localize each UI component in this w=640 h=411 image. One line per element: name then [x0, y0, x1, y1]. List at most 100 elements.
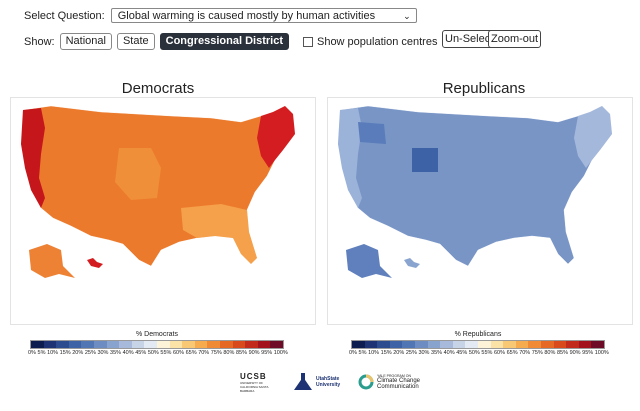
republicans-map[interactable]: [328, 98, 632, 324]
republicans-west-coast[interactable]: [338, 108, 362, 208]
legend-tick-label: 30%: [418, 350, 430, 356]
legend-swatch: [465, 341, 478, 348]
legend-swatch: [540, 341, 554, 348]
legend-swatch: [528, 341, 541, 348]
republicans-legend-title: % Republicans: [454, 331, 502, 338]
republicans-legend-bar: [351, 340, 605, 349]
legend-swatch: [169, 341, 183, 348]
chevron-down-icon: ⌄: [403, 11, 411, 21]
democrats-title: Democrats: [121, 80, 195, 97]
legend-swatch: [591, 341, 604, 348]
democrats-map[interactable]: [11, 98, 315, 324]
republicans-title: Republicans: [442, 80, 526, 97]
legend-swatch: [389, 341, 403, 348]
ucsb-logo-subtext: UNIVERSITY OF CALIFORNIA SANTA BARBARA: [240, 380, 269, 393]
legend-swatch: [68, 341, 82, 348]
legend-tick-label: 65%: [506, 350, 518, 356]
legend-tick-label: 0%: [349, 350, 357, 356]
legend-tick-label: 90%: [248, 350, 260, 356]
legend-tick-label: 15%: [380, 350, 392, 356]
question-select[interactable]: Global warming is caused mostly by human…: [110, 8, 417, 23]
democrats-southeast[interactable]: [181, 204, 257, 264]
legend-swatch: [427, 341, 441, 348]
legend-swatch: [131, 341, 145, 348]
democrats-northeast[interactable]: [257, 106, 295, 168]
legend-swatch: [119, 341, 132, 348]
legend-tick-label: 15%: [59, 350, 71, 356]
republicans-legend-ticks: 0% 5% 10% 15% 20% 25% 30% 35% 40% 45% 50% 55% 60% 65%…: [349, 350, 609, 356]
republicans-oregon[interactable]: [358, 122, 386, 144]
legend-swatch: [377, 341, 390, 348]
legend-swatch: [503, 341, 516, 348]
question-row: Select Question: Global warming is cause…: [24, 8, 417, 23]
legend-tick-label: 60%: [173, 350, 185, 356]
legend-tick-label: 20%: [393, 350, 405, 356]
democrats-map-panel[interactable]: [10, 97, 316, 325]
ucsb-logo-text: UCSB: [240, 371, 267, 381]
legend-tick-label: 20%: [72, 350, 84, 356]
legend-tick-label: 60%: [494, 350, 506, 356]
republicans-wyoming[interactable]: [412, 148, 438, 172]
legend-swatch: [270, 341, 283, 348]
legend-swatch: [219, 341, 233, 348]
legend-swatch: [578, 341, 592, 348]
legend-tick-label: 5%: [37, 350, 46, 356]
national-button[interactable]: National: [59, 33, 112, 50]
legend-swatch: [245, 341, 258, 348]
legend-tick-label: 5%: [358, 350, 367, 356]
show-row: Show: National State Congressional Distr…: [24, 33, 437, 50]
republicans-hawaii[interactable]: [404, 258, 420, 268]
democrats-hawaii[interactable]: [87, 258, 103, 268]
democrats-legend-title: % Democrats: [135, 331, 178, 338]
democrats-alaska[interactable]: [29, 244, 75, 278]
democrats-plains[interactable]: [115, 148, 161, 200]
legend-swatch: [440, 341, 453, 348]
zoomout-button[interactable]: Zoom-out: [488, 30, 542, 48]
republicans-northeast[interactable]: [574, 106, 612, 168]
legend-tick-label: 45%: [135, 350, 147, 356]
legend-swatch: [364, 341, 378, 348]
legend-tick-label: 45%: [456, 350, 468, 356]
democrats-legend-ticks: 0% 5% 10% 15% 20% 25% 30% 35% 40% 45% 50% 55% 60% 65%…: [28, 350, 288, 356]
legend-tick-label: 80%: [223, 350, 235, 356]
population-centres-checkbox[interactable]: [302, 36, 313, 47]
congressional-district-button[interactable]: Congressional District: [159, 33, 289, 50]
republicans-map-panel[interactable]: [327, 97, 633, 325]
yale-logo: YALE PROGRAM ON Climate Change Communica…: [358, 374, 437, 390]
ucsb-logo: UCSB UNIVERSITY OF CALIFORNIA SANTA BARB…: [240, 372, 280, 393]
legend-tick-label: 75%: [210, 350, 222, 356]
legend-tick-label: 50%: [468, 350, 480, 356]
democrats-west-coast[interactable]: [21, 108, 45, 208]
legend-tick-label: 55%: [160, 350, 172, 356]
question-label: Select Question:: [24, 9, 105, 22]
legend-swatch: [144, 341, 157, 348]
legend-tick-label: 10%: [368, 350, 380, 356]
yale-ring-icon: [358, 374, 374, 390]
legend-swatch: [56, 341, 69, 348]
legend-swatch: [207, 341, 220, 348]
legend-swatch: [402, 341, 415, 348]
legend-tick-label: 40%: [122, 350, 134, 356]
legend-tick-label: 0%: [28, 350, 36, 356]
legend-tick-label: 85%: [556, 350, 568, 356]
legend-tick-label: 50%: [147, 350, 159, 356]
legend-tick-label: 30%: [97, 350, 109, 356]
usu-building-icon: [294, 373, 312, 390]
legend-swatch: [490, 341, 504, 348]
legend-tick-label: 70%: [519, 350, 531, 356]
legend-swatch: [452, 341, 466, 348]
legend-tick-label: 35%: [431, 350, 443, 356]
state-button[interactable]: State: [116, 33, 155, 50]
legend-swatch: [93, 341, 107, 348]
legend-tick-label: 100%: [594, 350, 609, 356]
unselect-button[interactable]: Un-Select: [442, 30, 497, 48]
legend-swatch: [194, 341, 208, 348]
yale-logo-small: YALE PROGRAM ON: [377, 374, 411, 378]
democrats-legend-bar: [30, 340, 284, 349]
usu-logo: UtahState University: [292, 373, 346, 391]
partner-logos: UCSB UNIVERSITY OF CALIFORNIA SANTA BARB…: [240, 370, 449, 394]
republicans-alaska[interactable]: [346, 244, 392, 278]
population-centres-toggle[interactable]: Show population centres: [302, 36, 437, 48]
legend-swatch: [477, 341, 491, 348]
legend-swatch: [81, 341, 94, 348]
